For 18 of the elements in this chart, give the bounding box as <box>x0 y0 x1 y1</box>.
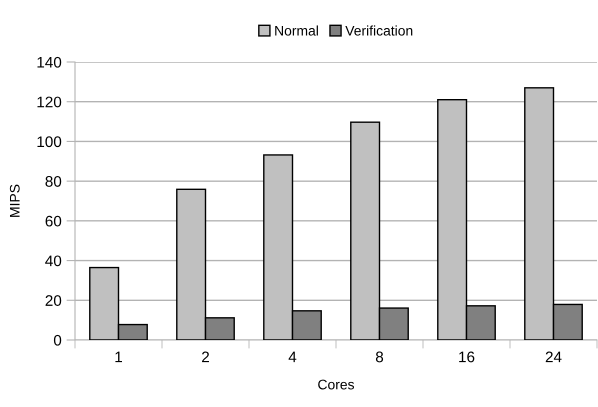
x-tick-label: 2 <box>202 352 209 362</box>
x-axis-title: Cores <box>318 380 354 390</box>
y-tick-label: 100 <box>37 136 62 148</box>
y-tick-label: 40 <box>45 255 62 266</box>
y-tick-label: 60 <box>46 216 62 227</box>
y-tick-label: 80 <box>45 176 62 187</box>
y-tick-label: 0 <box>54 334 62 346</box>
y-tick-label: 140 <box>37 56 62 68</box>
y-tick-label: 20 <box>46 295 62 306</box>
legend-label: Normal <box>275 25 318 36</box>
y-axis-title: MIPS <box>10 184 20 217</box>
y-tick-label: 120 <box>37 96 62 108</box>
x-tick-label: 24 <box>546 352 562 362</box>
x-tick-label: 16 <box>459 352 474 362</box>
x-tick-label: 4 <box>288 352 296 362</box>
x-tick-label: 8 <box>376 352 384 362</box>
legend-label: Verification <box>345 25 412 36</box>
x-tick-label: 1 <box>115 352 122 362</box>
